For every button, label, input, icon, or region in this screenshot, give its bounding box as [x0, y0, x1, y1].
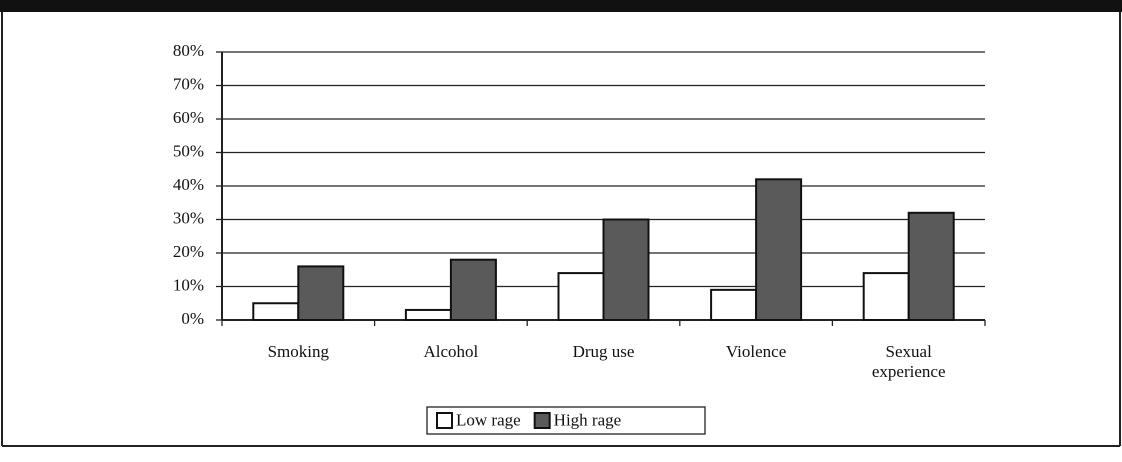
- x-tick-label: Smoking: [267, 342, 329, 361]
- bar: [602, 218, 650, 321]
- y-tick-label: 70%: [173, 74, 204, 93]
- x-tick-label-box: Violence: [725, 342, 787, 361]
- x-tick-label: Violence: [725, 342, 787, 361]
- top-band: [0, 0, 1122, 12]
- bar: [755, 178, 803, 321]
- bar: [404, 308, 452, 322]
- bar: [862, 272, 910, 322]
- x-tick-label-box: Drug use: [572, 342, 635, 361]
- x-tick-label: Drug use: [572, 342, 635, 361]
- y-tick-label: 0%: [181, 309, 204, 328]
- y-tick-label: 30%: [173, 208, 204, 227]
- legend-label: High rage: [554, 410, 622, 429]
- bar: [297, 265, 345, 321]
- y-tick-label: 40%: [173, 175, 204, 194]
- y-tick-label: 10%: [173, 275, 204, 294]
- bar: [252, 302, 300, 321]
- bar: [449, 258, 497, 322]
- y-tick-label: 50%: [173, 141, 204, 160]
- bar: [907, 211, 955, 321]
- y-tick-label: 80%: [173, 41, 204, 60]
- bar: [710, 288, 758, 322]
- y-tick-label: 20%: [173, 242, 204, 261]
- legend-label: Low rage: [456, 410, 521, 429]
- x-tick-label: Sexual experience: [871, 342, 946, 381]
- x-tick-label-box: Smoking: [267, 342, 329, 361]
- y-tick-label: 60%: [173, 108, 204, 127]
- legend-swatch: [533, 412, 551, 429]
- legend-box: [426, 406, 706, 435]
- x-tick-label: Alcohol: [423, 342, 479, 361]
- bar: [557, 272, 605, 322]
- legend-swatch: [436, 412, 453, 429]
- x-tick-label-box: Alcohol: [423, 342, 479, 361]
- x-tick-label-box: Sexual experience: [871, 342, 946, 381]
